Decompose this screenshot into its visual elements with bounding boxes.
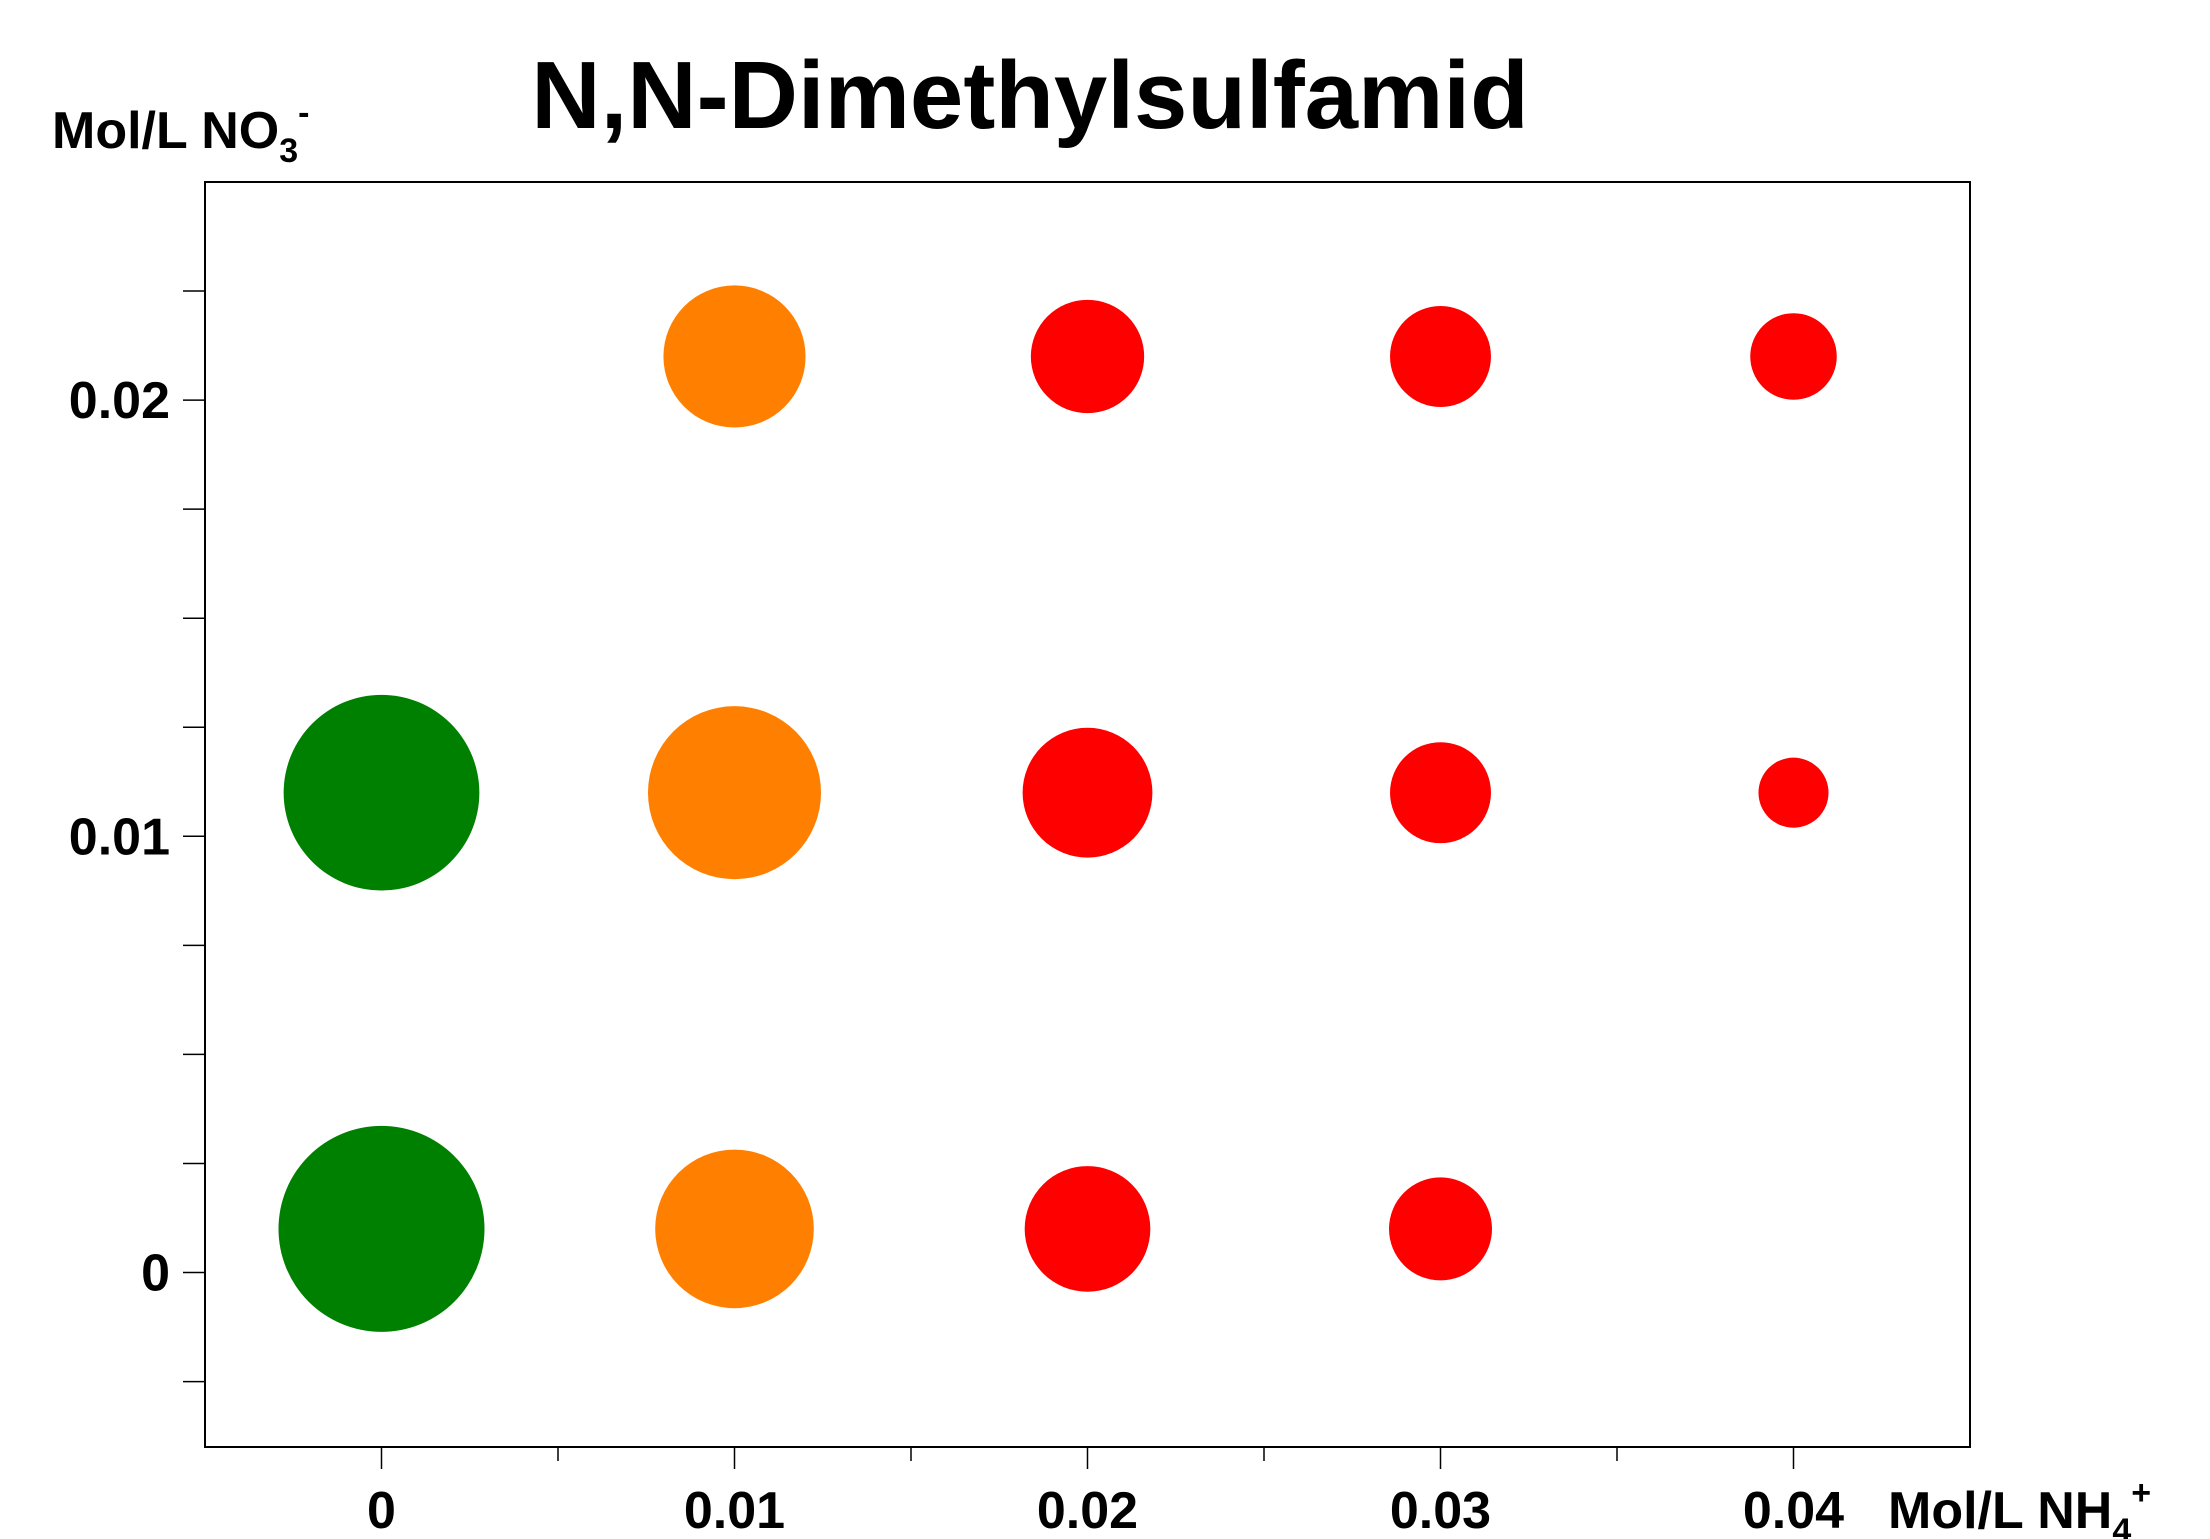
y-tick-label: 0 [141,1245,170,1303]
data-points [278,285,1837,1332]
data-point [1390,742,1491,844]
x-tick-label: 0.03 [1390,1482,1491,1539]
x-axis-label: Mol/L NH4+ [1888,1474,2151,1539]
data-point [1389,1177,1492,1281]
data-point [1030,299,1145,414]
y-axis-label: Mol/L NO3- [52,94,310,170]
data-point [655,1149,814,1309]
x-tick-label: 0.04 [1743,1482,1844,1539]
x-tick-label: 0.01 [684,1482,785,1539]
data-point [1750,313,1837,400]
chart-title: N,N-Dimethylsulfamid [531,42,1528,149]
data-point [1024,1166,1151,1292]
x-tick-label: 0 [367,1482,396,1539]
data-point [278,1125,485,1332]
data-point [647,706,822,880]
data-point [663,285,806,428]
data-point [1022,727,1153,858]
data-point [283,694,480,891]
y-axis-ticks: 0 0.01 0.02 [69,290,205,1383]
data-point [1390,306,1491,407]
y-tick-label: 0.01 [69,808,170,866]
x-tick-label: 0.02 [1037,1482,1138,1539]
y-tick-label: 0.02 [69,372,170,430]
x-axis-ticks: 0 0.01 0.02 0.03 0.04 [367,1447,1844,1539]
data-point [1758,757,1829,828]
